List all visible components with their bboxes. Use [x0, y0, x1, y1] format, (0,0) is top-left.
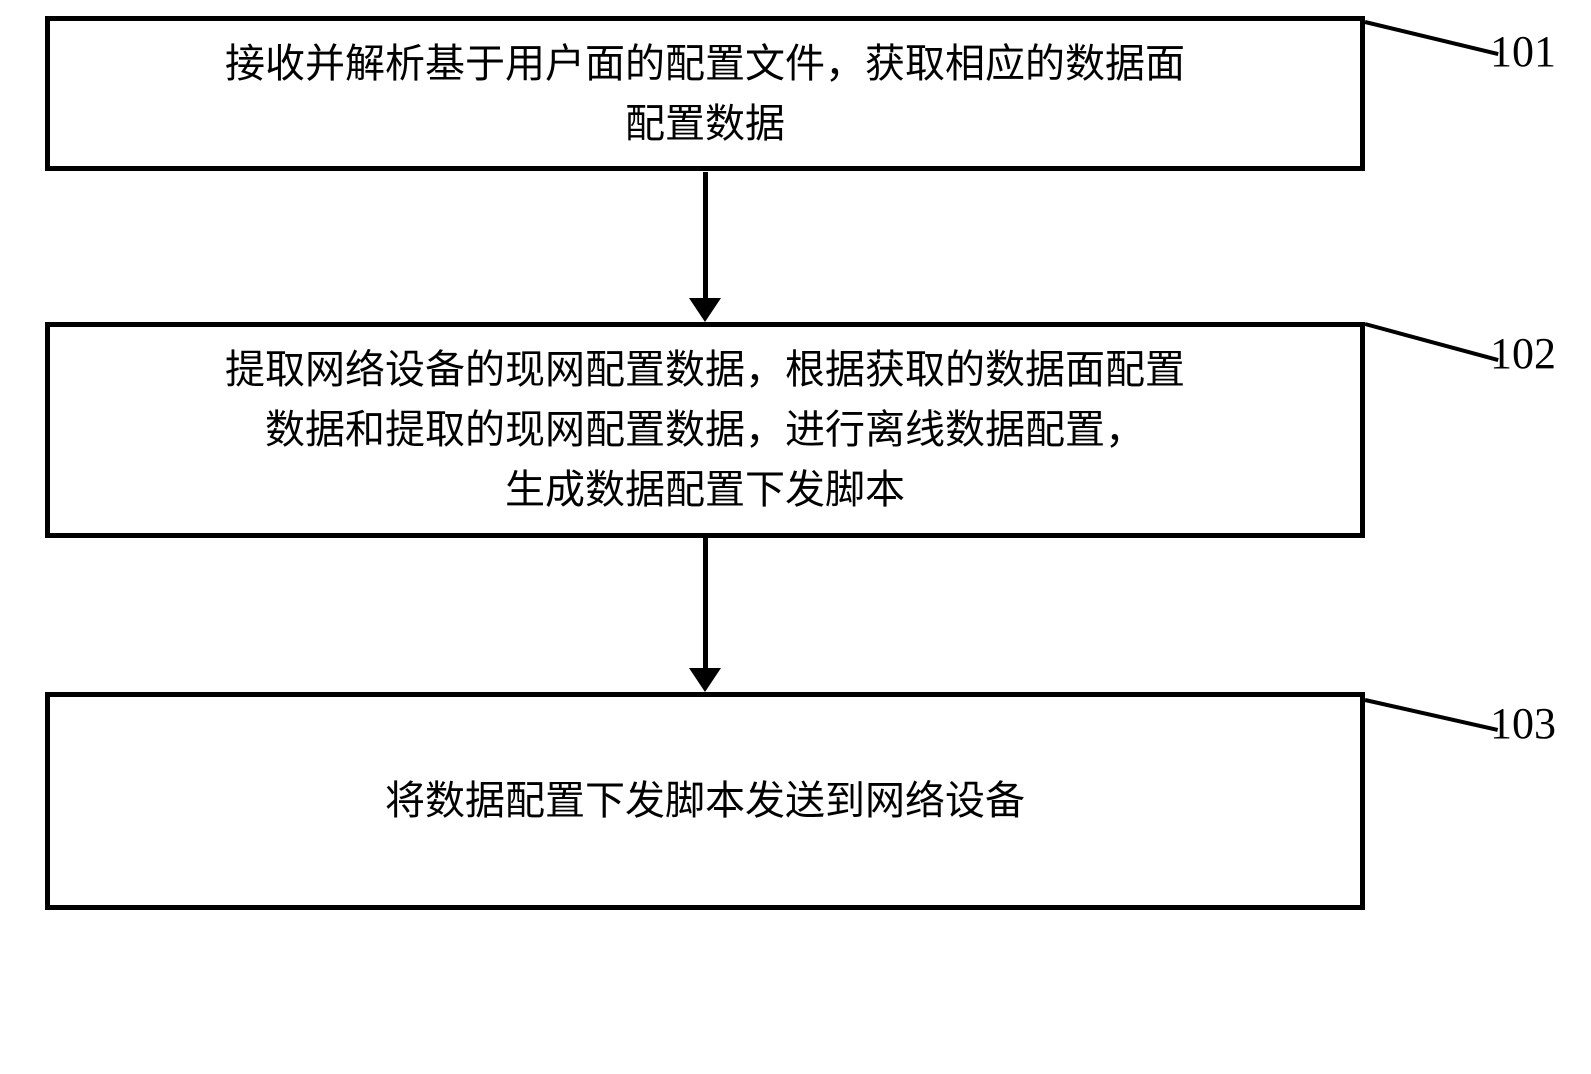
flow-node-n1: 接收并解析基于用户面的配置文件，获取相应的数据面配置数据	[45, 16, 1365, 171]
flow-node-n2: 提取网络设备的现网配置数据，根据获取的数据面配置数据和提取的现网配置数据，进行离…	[45, 322, 1365, 538]
flow-node-text: 提取网络设备的现网配置数据，根据获取的数据面配置数据和提取的现网配置数据，进行离…	[225, 340, 1185, 520]
node-label-101: 101	[1490, 26, 1556, 77]
label-connector	[1364, 322, 1498, 362]
arrow-head-icon	[689, 668, 721, 692]
label-connector	[1365, 20, 1499, 56]
arrow-line	[703, 538, 708, 676]
flow-node-text: 接收并解析基于用户面的配置文件，获取相应的数据面配置数据	[225, 34, 1185, 154]
flowchart-container: 接收并解析基于用户面的配置文件，获取相应的数据面配置数据 101 提取网络设备的现网…	[0, 0, 1591, 1074]
node-label-102: 102	[1490, 328, 1556, 379]
label-connector	[1365, 698, 1499, 732]
arrow-line	[703, 172, 708, 306]
node-label-103: 103	[1490, 698, 1556, 749]
flow-node-text: 将数据配置下发脚本发送到网络设备	[385, 771, 1025, 831]
arrow-head-icon	[689, 298, 721, 322]
flow-node-n3: 将数据配置下发脚本发送到网络设备	[45, 692, 1365, 910]
